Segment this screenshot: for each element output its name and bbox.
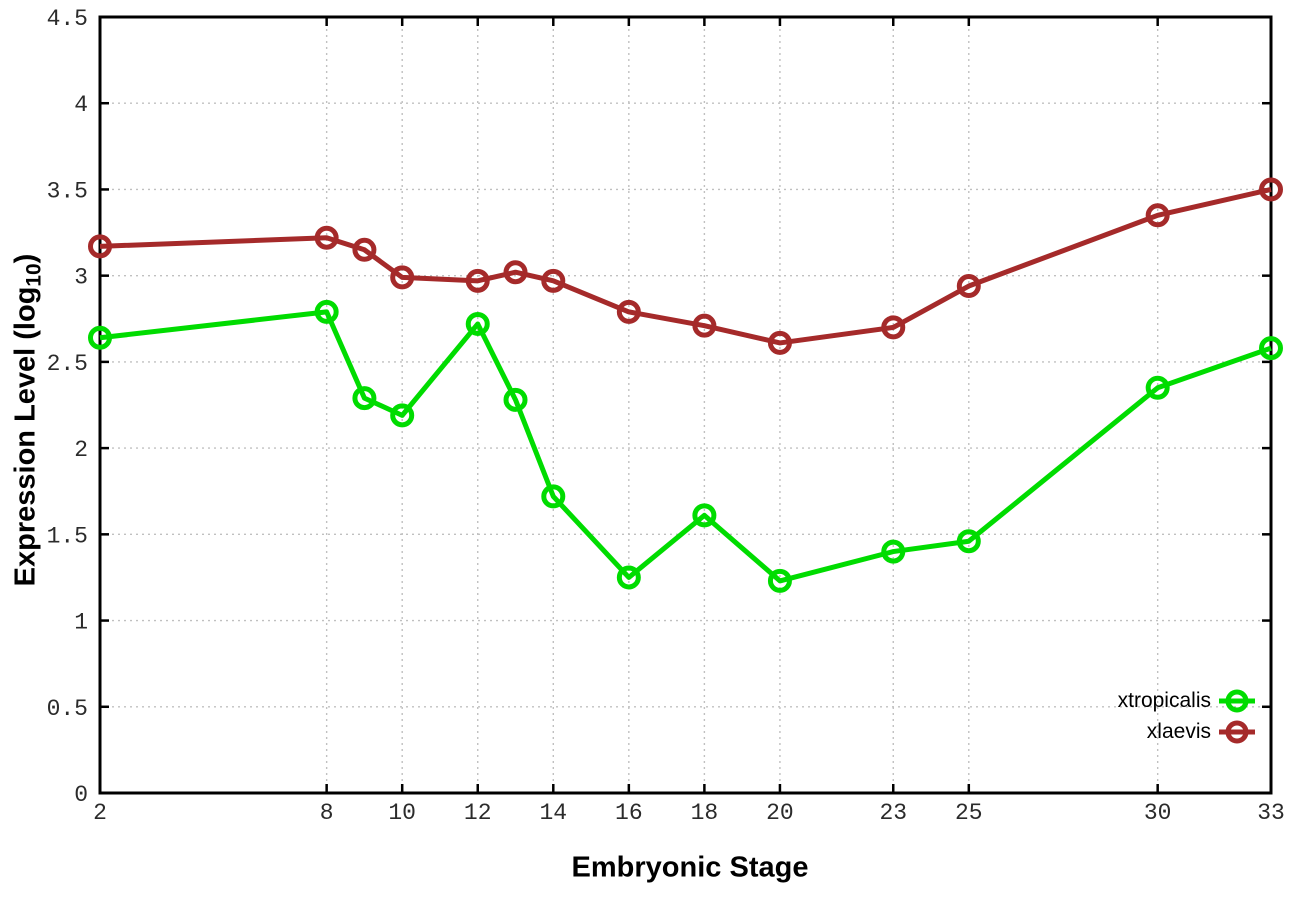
data-point-xtropicalis-9 bbox=[352, 386, 377, 411]
x-tick-label: 25 bbox=[955, 800, 983, 826]
y-tick-label: 4 bbox=[74, 92, 88, 118]
data-point-xlaevis-18 bbox=[692, 313, 717, 338]
data-point-xlaevis-8 bbox=[314, 225, 339, 250]
legend-item-xlaevis: xlaevis bbox=[1147, 716, 1256, 747]
data-point-xtropicalis-2 bbox=[88, 325, 112, 350]
data-point-xtropicalis-33 bbox=[1259, 336, 1283, 361]
data-point-xlaevis-33 bbox=[1259, 177, 1283, 202]
data-point-xlaevis-23 bbox=[881, 315, 906, 340]
data-point-xtropicalis-16 bbox=[616, 565, 641, 590]
y-tick-label: 0 bbox=[74, 782, 88, 808]
data-point-xlaevis-13 bbox=[503, 260, 528, 285]
data-point-xlaevis-12 bbox=[465, 268, 490, 293]
x-tick-label: 2 bbox=[93, 800, 107, 826]
x-tick-label: 18 bbox=[691, 800, 719, 826]
x-tick-label: 30 bbox=[1144, 800, 1172, 826]
data-point-xtropicalis-8 bbox=[314, 299, 339, 324]
legend-label-xtropicalis: xtropicalis bbox=[1117, 688, 1211, 712]
y-tick-label: 0.5 bbox=[47, 696, 88, 722]
y-tick-label: 3.5 bbox=[47, 178, 88, 204]
y-axis-title-text: Expression Level (log bbox=[9, 286, 42, 587]
data-point-xlaevis-20 bbox=[767, 330, 792, 355]
y-tick-label: 2 bbox=[74, 437, 88, 463]
data-point-xtropicalis-30 bbox=[1145, 375, 1170, 400]
x-tick-label: 20 bbox=[766, 800, 794, 826]
data-point-xlaevis-25 bbox=[956, 274, 981, 299]
x-tick-label: 8 bbox=[320, 800, 334, 826]
data-point-xtropicalis-10 bbox=[390, 403, 415, 428]
legend-item-xtropicalis: xtropicalis bbox=[1118, 685, 1256, 716]
legend-marker-xlaevis bbox=[1219, 720, 1255, 743]
y-tick-label: 3 bbox=[74, 265, 88, 291]
y-tick-label: 4.5 bbox=[47, 6, 88, 32]
x-tick-label: 23 bbox=[879, 800, 907, 826]
series-line-xtropicalis bbox=[99, 309, 1272, 584]
data-point-xtropicalis-14 bbox=[541, 484, 566, 509]
data-point-xtropicalis-23 bbox=[881, 539, 906, 564]
y-axis-title-subscript: 10 bbox=[22, 263, 46, 287]
data-point-xtropicalis-12 bbox=[465, 311, 490, 336]
y-axis-title-suffix: ) bbox=[9, 253, 42, 264]
data-point-xtropicalis-13 bbox=[503, 387, 528, 412]
x-axis-title: Embryonic Stage bbox=[571, 851, 809, 884]
plot-border bbox=[98, 15, 1273, 795]
x-tick-label: 12 bbox=[464, 800, 492, 826]
legend-label-xlaevis: xlaevis bbox=[1146, 719, 1211, 743]
y-axis-title: Expression Level (log10) bbox=[10, 254, 47, 587]
x-tick-label: 16 bbox=[615, 800, 643, 826]
data-point-xtropicalis-20 bbox=[767, 568, 792, 593]
data-point-xlaevis-14 bbox=[541, 268, 566, 293]
y-tick-label: 1 bbox=[74, 610, 88, 636]
data-point-xlaevis-30 bbox=[1145, 203, 1170, 228]
x-tick-label: 14 bbox=[539, 800, 567, 826]
y-tick-label: 1.5 bbox=[47, 523, 88, 549]
x-tick-label: 10 bbox=[388, 800, 416, 826]
x-tick-label: 33 bbox=[1257, 800, 1285, 826]
data-point-xlaevis-2 bbox=[88, 234, 112, 259]
data-point-xlaevis-10 bbox=[390, 265, 415, 290]
legend-marker-xtropicalis bbox=[1219, 689, 1255, 712]
data-point-xtropicalis-25 bbox=[956, 529, 981, 554]
data-point-xlaevis-16 bbox=[616, 299, 641, 324]
legend: xtropicalis xlaevis bbox=[1118, 685, 1256, 747]
data-point-xtropicalis-18 bbox=[692, 503, 717, 528]
data-point-xlaevis-9 bbox=[352, 237, 377, 262]
y-tick-label: 2.5 bbox=[47, 351, 88, 377]
